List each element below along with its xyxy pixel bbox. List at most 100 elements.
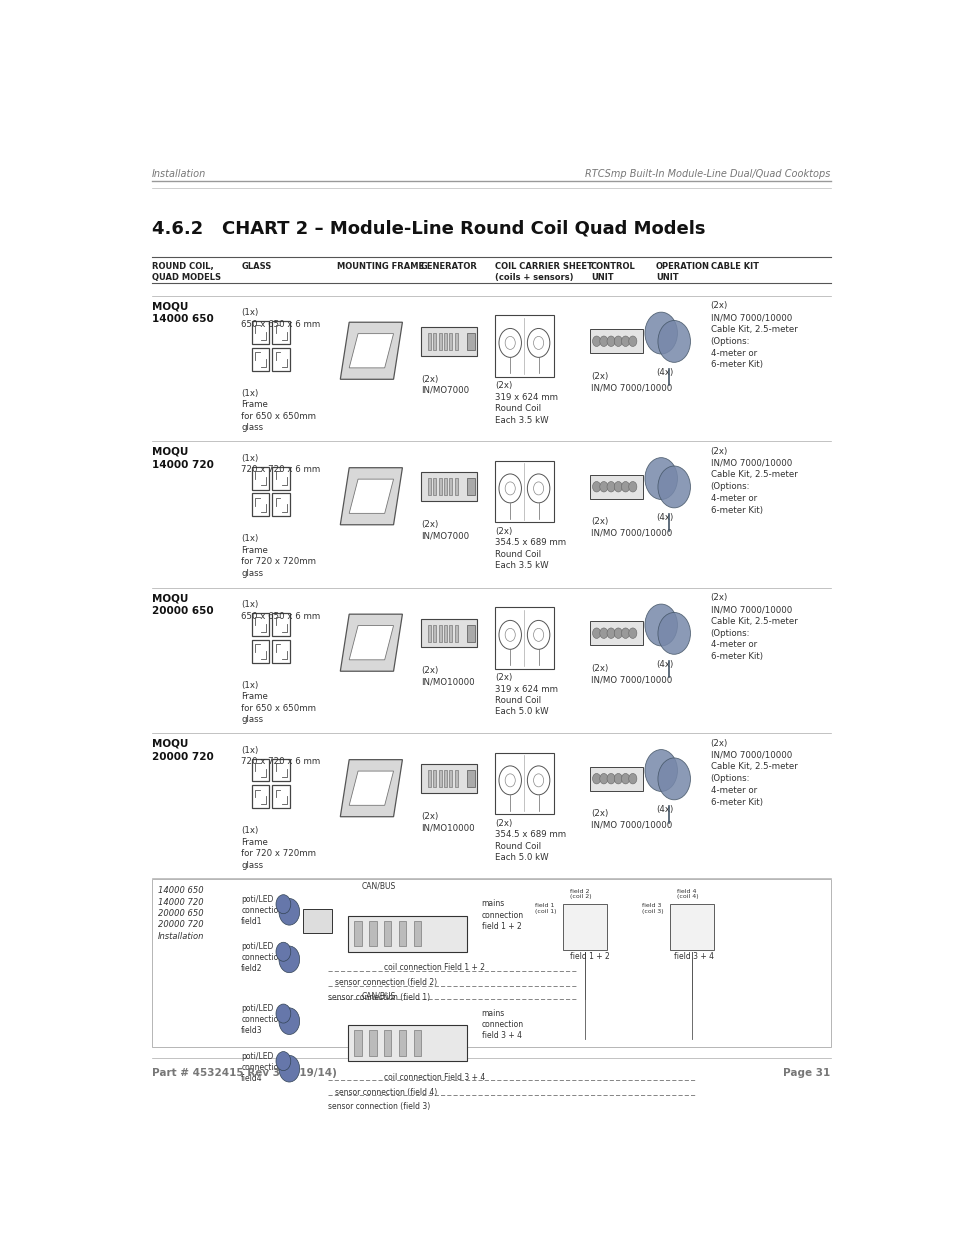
- Text: (4x): (4x): [656, 368, 673, 377]
- Bar: [433, 771, 436, 787]
- Circle shape: [614, 773, 621, 784]
- FancyBboxPatch shape: [272, 640, 290, 663]
- Polygon shape: [340, 760, 402, 816]
- Text: (2x)
IN/MO 7000/10000
Cable Kit, 2.5-meter
(Options:
4-meter or
6-meter Kit): (2x) IN/MO 7000/10000 Cable Kit, 2.5-met…: [710, 739, 797, 806]
- Text: (2x)
354.5 x 689 mm
Round Coil
Each 3.5 kW: (2x) 354.5 x 689 mm Round Coil Each 3.5 …: [495, 526, 565, 571]
- Text: ROUND COIL,
QUAD MODELS: ROUND COIL, QUAD MODELS: [152, 262, 220, 283]
- Text: (2x)
354.5 x 689 mm
Round Coil
Each 5.0 kW: (2x) 354.5 x 689 mm Round Coil Each 5.0 …: [495, 819, 565, 862]
- Circle shape: [644, 312, 677, 354]
- Bar: [590, 767, 642, 790]
- Bar: [443, 478, 446, 495]
- Bar: [466, 771, 474, 787]
- Circle shape: [628, 627, 637, 638]
- Text: poti/LED
connection
field4: poti/LED connection field4: [241, 1052, 283, 1083]
- Text: MOQU
20000 650: MOQU 20000 650: [152, 593, 213, 616]
- Bar: [454, 625, 457, 642]
- Bar: [590, 621, 642, 645]
- Text: (1x)
650 x 650 x 6 mm: (1x) 650 x 650 x 6 mm: [241, 309, 320, 329]
- Bar: [369, 921, 376, 946]
- Circle shape: [614, 627, 621, 638]
- Bar: [433, 332, 436, 350]
- Text: coil connection Field 3 + 4: coil connection Field 3 + 4: [383, 1072, 485, 1082]
- Polygon shape: [340, 614, 402, 672]
- FancyBboxPatch shape: [272, 614, 290, 636]
- Bar: [495, 608, 554, 669]
- Bar: [495, 752, 554, 814]
- Text: (1x)
720 x 720 x 6 mm: (1x) 720 x 720 x 6 mm: [241, 454, 320, 474]
- Text: CAN/BUS: CAN/BUS: [361, 992, 395, 1000]
- FancyBboxPatch shape: [272, 348, 290, 370]
- FancyBboxPatch shape: [252, 785, 269, 808]
- Text: (2x)
IN/MO7000: (2x) IN/MO7000: [420, 374, 469, 395]
- Text: poti/LED
connection
field2: poti/LED connection field2: [241, 942, 283, 973]
- Text: sensor connection (field 1): sensor connection (field 1): [328, 993, 430, 1002]
- Bar: [454, 478, 457, 495]
- Bar: [383, 921, 391, 946]
- Bar: [433, 625, 436, 642]
- Polygon shape: [349, 626, 394, 659]
- Circle shape: [278, 899, 299, 925]
- Bar: [428, 332, 431, 350]
- Text: sensor connection (field 3): sensor connection (field 3): [328, 1102, 430, 1112]
- Circle shape: [658, 466, 690, 508]
- Bar: [383, 1030, 391, 1056]
- Text: (1x)
Frame
for 720 x 720mm
glass: (1x) Frame for 720 x 720mm glass: [241, 826, 315, 869]
- Circle shape: [620, 627, 629, 638]
- Circle shape: [599, 627, 607, 638]
- Circle shape: [599, 482, 607, 492]
- Circle shape: [628, 336, 637, 347]
- Text: (4x): (4x): [656, 514, 673, 522]
- Text: (2x)
IN/MO 7000/10000
Cable Kit, 2.5-meter
(Options:
4-meter or
6-meter Kit): (2x) IN/MO 7000/10000 Cable Kit, 2.5-met…: [710, 301, 797, 369]
- FancyBboxPatch shape: [252, 467, 269, 489]
- Text: (4x): (4x): [656, 805, 673, 814]
- Bar: [438, 478, 441, 495]
- Text: poti/LED
connection
field1: poti/LED connection field1: [241, 894, 283, 926]
- Text: (1x)
Frame
for 650 x 650mm
glass: (1x) Frame for 650 x 650mm glass: [241, 680, 315, 724]
- Text: (2x)
IN/MO7000: (2x) IN/MO7000: [420, 520, 469, 541]
- Circle shape: [606, 482, 615, 492]
- Circle shape: [275, 942, 291, 961]
- Text: (2x)
IN/MO 7000/10000: (2x) IN/MO 7000/10000: [590, 663, 672, 684]
- Text: MOQU
14000 720: MOQU 14000 720: [152, 447, 213, 469]
- Circle shape: [614, 336, 621, 347]
- Text: field 1
(coil 1): field 1 (coil 1): [535, 903, 556, 914]
- Circle shape: [644, 604, 677, 646]
- Polygon shape: [349, 771, 394, 805]
- Text: field 4
(coil 4): field 4 (coil 4): [677, 889, 699, 899]
- FancyBboxPatch shape: [272, 321, 290, 345]
- Polygon shape: [340, 468, 402, 525]
- Bar: [152, 878, 830, 1047]
- Text: sensor connection (field 4): sensor connection (field 4): [335, 1088, 436, 1097]
- Bar: [449, 625, 452, 642]
- Text: Installation: Installation: [152, 169, 206, 179]
- Text: GENERATOR: GENERATOR: [420, 262, 477, 272]
- Circle shape: [592, 336, 600, 347]
- FancyBboxPatch shape: [272, 758, 290, 782]
- Bar: [438, 771, 441, 787]
- FancyBboxPatch shape: [252, 640, 269, 663]
- Text: (1x)
Frame
for 720 x 720mm
glass: (1x) Frame for 720 x 720mm glass: [241, 535, 315, 578]
- Bar: [348, 915, 466, 952]
- Bar: [466, 332, 474, 350]
- Bar: [443, 771, 446, 787]
- Bar: [421, 764, 476, 793]
- Bar: [495, 461, 554, 522]
- Text: poti/LED
connection
field3: poti/LED connection field3: [241, 1004, 283, 1035]
- FancyBboxPatch shape: [272, 494, 290, 516]
- Text: sensor connection (field 2): sensor connection (field 2): [335, 978, 436, 987]
- Text: (2x)
IN/MO 7000/10000
Cable Kit, 2.5-meter
(Options:
4-meter or
6-meter Kit): (2x) IN/MO 7000/10000 Cable Kit, 2.5-met…: [710, 593, 797, 661]
- Text: (2x)
IN/MO 7000/10000: (2x) IN/MO 7000/10000: [590, 809, 672, 830]
- FancyBboxPatch shape: [252, 348, 269, 370]
- Text: (1x)
720 x 720 x 6 mm: (1x) 720 x 720 x 6 mm: [241, 746, 320, 766]
- Polygon shape: [349, 479, 394, 514]
- Circle shape: [644, 750, 677, 792]
- Bar: [590, 474, 642, 499]
- Bar: [428, 625, 431, 642]
- Bar: [562, 904, 606, 950]
- Bar: [449, 478, 452, 495]
- Bar: [466, 478, 474, 495]
- Text: OPERATION
UNIT: OPERATION UNIT: [656, 262, 709, 283]
- Text: COIL CARRIER SHEET
(coils + sensors): COIL CARRIER SHEET (coils + sensors): [495, 262, 592, 283]
- Circle shape: [658, 321, 690, 362]
- Bar: [354, 1030, 361, 1056]
